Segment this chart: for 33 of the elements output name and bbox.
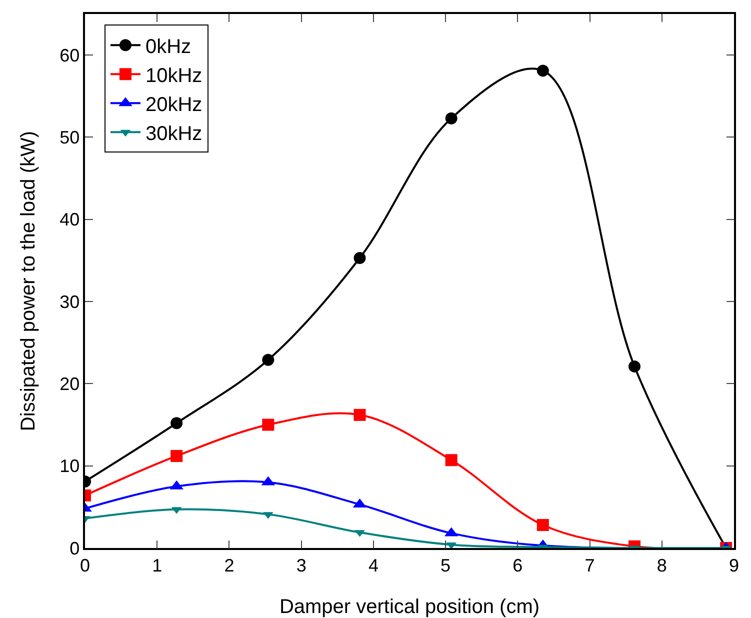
y-tick-label: 40 xyxy=(60,210,80,230)
y-tick-label: 0 xyxy=(70,538,80,558)
y-axis-title: Dissipated power to the load (kW) xyxy=(18,130,40,432)
x-tick-label: 6 xyxy=(512,555,523,576)
point xyxy=(628,360,640,372)
x-tick-label: 9 xyxy=(728,555,740,576)
point xyxy=(170,417,183,430)
x-tick-label: 5 xyxy=(440,555,451,576)
legend-label: 20kHz xyxy=(145,94,202,116)
legend-label: 0kHz xyxy=(145,36,192,58)
point xyxy=(354,252,366,264)
y-tick-label: 60 xyxy=(60,45,80,66)
legend-label: 30kHz xyxy=(145,122,202,145)
x-tick-label: 1 xyxy=(152,555,162,576)
point xyxy=(170,450,183,462)
x-tick-label: 3 xyxy=(296,555,306,576)
legend-label: 10kHz xyxy=(145,64,202,87)
point xyxy=(262,418,274,431)
x-tick-label: 8 xyxy=(656,555,667,576)
x-tick-label: 7 xyxy=(584,555,595,576)
point xyxy=(445,454,458,466)
point xyxy=(354,408,366,421)
x-axis-title: Damper vertical position (cm) xyxy=(279,596,540,618)
point xyxy=(536,519,549,531)
y-tick-label: 50 xyxy=(60,128,80,148)
y-tick-label: 10 xyxy=(60,456,80,476)
x-tick-label: 4 xyxy=(368,555,378,576)
point xyxy=(262,354,274,366)
point xyxy=(445,112,458,124)
x-tick-label: 2 xyxy=(224,555,234,576)
y-tick-label: 20 xyxy=(60,374,80,394)
point xyxy=(536,64,549,77)
y-tick-label: 30 xyxy=(60,292,80,312)
